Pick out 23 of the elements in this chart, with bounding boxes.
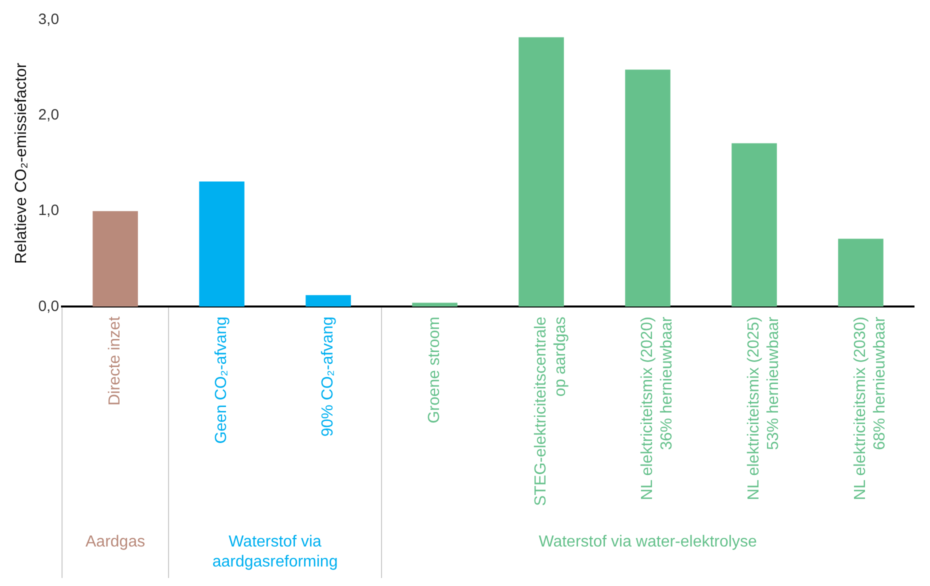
x-tick-label: Groene stroom xyxy=(426,316,444,424)
bar xyxy=(625,70,670,307)
bar xyxy=(199,181,244,307)
y-tick-label: 1,0 xyxy=(38,202,60,220)
x-tick-label: Geen CO₂-afvang xyxy=(213,316,230,444)
x-tick-label: 90% CO₂-afvang xyxy=(320,316,337,437)
bar xyxy=(306,295,351,307)
x-tick-label: NL elektriciteitsmix (2030) 68% hernieuwbaar xyxy=(852,316,888,500)
x-tick-label: STEG-elektriciteitscentrale op aardgas xyxy=(532,316,569,506)
text: Waterstof via aardgasreforming xyxy=(212,533,338,570)
bar xyxy=(92,211,138,307)
bar xyxy=(732,143,777,307)
y-tick-label: 3,0 xyxy=(38,11,60,28)
x-tick-label: NL elektriciteitsmix (2025) 53% hernieuwbaar xyxy=(746,316,782,500)
x-tick-label: Directe inzet xyxy=(106,316,124,406)
y-axis-title: Relatieve CO₂-emissiefactor xyxy=(13,62,30,264)
text: Waterstof via water-elektrolyse xyxy=(538,533,757,550)
bar xyxy=(518,37,564,307)
bar xyxy=(838,238,884,307)
text: Aardgas xyxy=(86,533,146,550)
bar xyxy=(412,302,458,307)
y-tick-label: 2,0 xyxy=(38,106,60,124)
y-tick-label: 0,0 xyxy=(38,298,60,315)
